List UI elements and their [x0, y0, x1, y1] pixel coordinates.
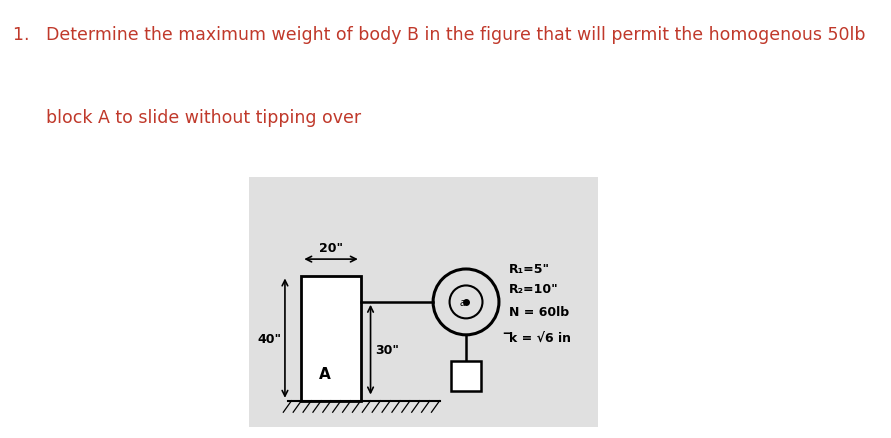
Text: 1.   Determine the maximum weight of body B in the figure that will permit the h: 1. Determine the maximum weight of body … — [13, 26, 866, 44]
Text: a: a — [460, 297, 466, 307]
Text: ̅k = √6 in: ̅k = √6 in — [509, 332, 571, 345]
Text: A: A — [319, 366, 331, 381]
Text: 40": 40" — [257, 332, 282, 345]
Text: N = 60lb: N = 60lb — [509, 306, 569, 318]
Text: block A to slide without tipping over: block A to slide without tipping over — [13, 109, 362, 127]
Bar — [451, 361, 481, 391]
Text: R₂=10": R₂=10" — [509, 283, 559, 296]
Text: 20": 20" — [319, 242, 343, 254]
Text: R₁=5": R₁=5" — [509, 263, 550, 276]
Bar — [301, 276, 361, 401]
Text: 30": 30" — [375, 343, 399, 357]
